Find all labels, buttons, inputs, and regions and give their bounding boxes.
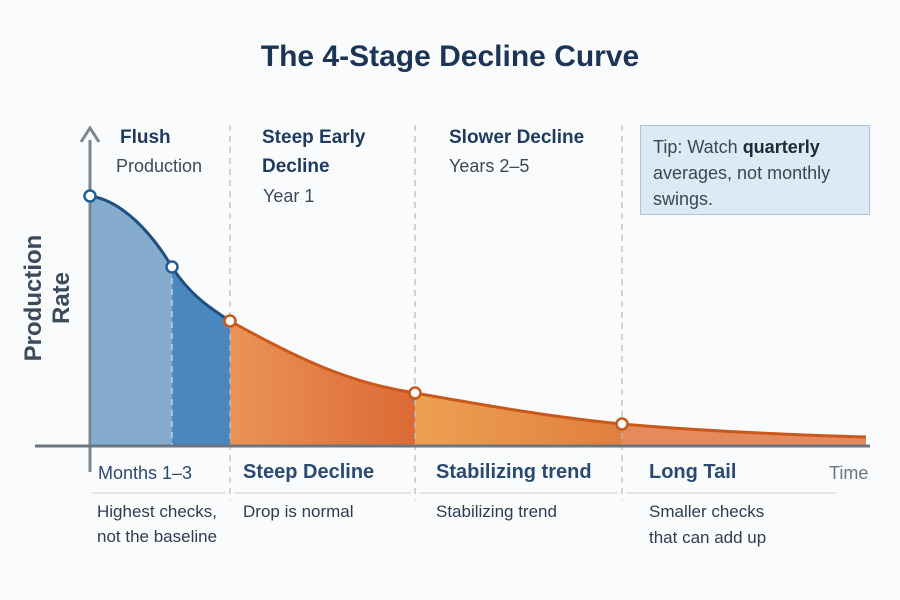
point-peak — [83, 189, 97, 203]
stage-4-note-1: Smaller checks — [649, 502, 765, 521]
stage-2-label: Steep Decline — [243, 461, 375, 483]
stage-3-heading: Slower Decline — [449, 127, 585, 148]
tip-box: Tip: Watch quarterly averages, not month… — [640, 125, 870, 215]
stage-1-sub: Production — [116, 156, 203, 176]
fill-slower — [415, 196, 622, 446]
stage-4-label: Long Tail — [649, 461, 737, 483]
tip-prefix: Tip: Watch — [653, 137, 743, 157]
stage-1-note-1: Highest checks, — [97, 502, 217, 521]
point-year-2 — [408, 386, 422, 400]
stage-2-heading-line2: Decline — [262, 156, 330, 177]
fill-steep — [230, 196, 415, 446]
point-months-3 — [165, 260, 179, 274]
stage-1-heading: Flush — [120, 127, 171, 148]
tip-bold: quarterly — [742, 137, 820, 157]
stage-2-heading: Steep Early — [262, 127, 366, 148]
stage-1-note-2: not the baseline — [97, 527, 218, 546]
fill-flush-early — [90, 196, 172, 446]
stage-3-label: Stabilizing trend — [436, 461, 592, 483]
stage-2-note: Drop is normal — [243, 502, 354, 521]
point-year-1 — [223, 314, 237, 328]
y-axis-label: Production Rate — [20, 234, 75, 362]
x-axis-label: Time — [829, 463, 869, 483]
diagram-title: The 4-Stage Decline Curve — [260, 40, 640, 73]
stage-4-note-2: that can add up — [649, 528, 767, 547]
curve-orange — [229, 319, 867, 439]
y-axis-arrow-icon — [79, 125, 101, 143]
stage-1-label: Months 1–3 — [98, 463, 193, 483]
point-year-5 — [615, 417, 629, 431]
tip-rest: averages, not monthly swings. — [653, 163, 831, 209]
stage-3-note: Stabilizing trend — [436, 502, 557, 521]
stage-3-sub: Years 2–5 — [449, 156, 530, 176]
stage-2-sub: Year 1 — [263, 186, 315, 206]
